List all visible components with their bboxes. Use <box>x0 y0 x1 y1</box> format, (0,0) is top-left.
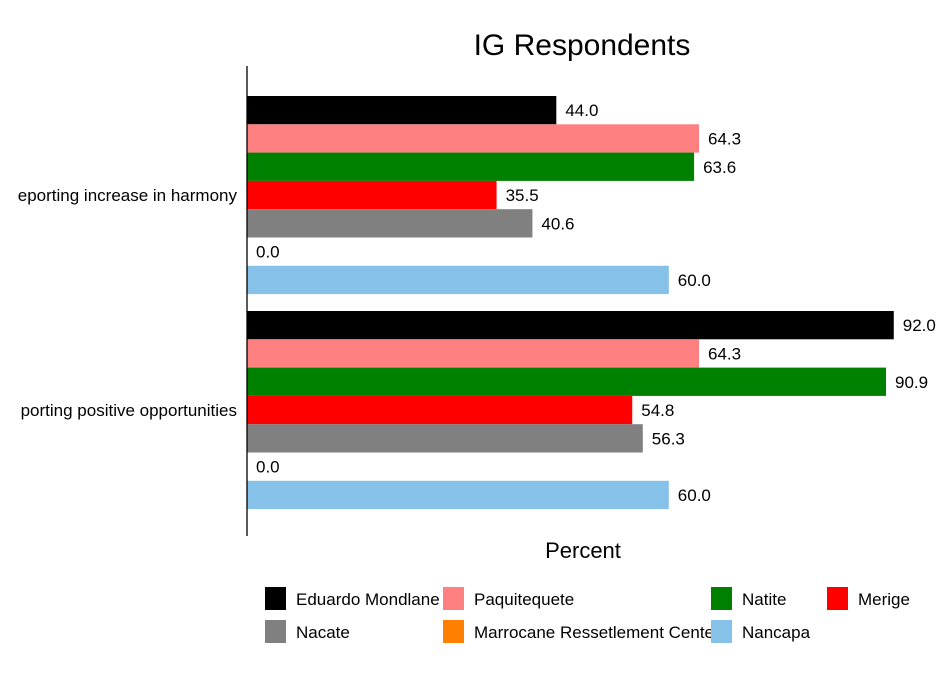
data-label: 35.5 <box>506 186 539 205</box>
legend-label: Nacate <box>296 623 350 642</box>
legend-swatch <box>265 620 286 643</box>
legend-swatch <box>265 587 286 610</box>
data-label: 60.0 <box>678 486 711 505</box>
legend-label: Paquitequete <box>474 590 574 609</box>
data-label: 0.0 <box>256 458 280 477</box>
bar <box>247 96 557 125</box>
data-label: 0.0 <box>256 243 280 262</box>
legend-swatch <box>443 587 464 610</box>
bars: 44.0 64.3 63.6 35.540.6 0.0 60.0 92.0 64.3 90.9 5… <box>247 96 936 510</box>
legend-swatch <box>711 587 732 610</box>
category-labels: eporting increase in harmony porting posi… <box>18 186 238 420</box>
data-label: 64.3 <box>708 129 741 148</box>
bar <box>247 424 643 453</box>
bar <box>247 180 497 210</box>
data-label: 54.8 <box>641 401 674 420</box>
bar <box>247 395 633 425</box>
data-label: 40.6 <box>541 214 574 233</box>
legend-label: Natite <box>742 590 786 609</box>
bar <box>247 265 669 295</box>
bar <box>247 209 533 238</box>
x-axis-label: Percent <box>545 538 621 563</box>
category-label: eporting increase in harmony <box>18 186 238 205</box>
legend-swatch <box>443 620 464 643</box>
bar <box>247 480 669 510</box>
bar <box>247 152 695 181</box>
data-label: 63.6 <box>703 158 736 177</box>
legend-label: Merige <box>858 590 910 609</box>
bar <box>247 367 887 396</box>
legend-swatch <box>827 587 848 610</box>
legend-label: Nancapa <box>742 623 811 642</box>
bar <box>247 124 700 153</box>
bar <box>247 311 894 340</box>
bar <box>247 339 700 368</box>
legend-label: Marrocane Ressetlement Cente <box>474 623 714 642</box>
data-label: 90.9 <box>895 373 928 392</box>
data-label: 92.0 <box>903 316 936 335</box>
chart-title: IG Respondents <box>474 29 691 62</box>
data-label: 56.3 <box>652 429 685 448</box>
data-label: 60.0 <box>678 271 711 290</box>
data-label: 44.0 <box>565 101 598 120</box>
legend: Eduardo Mondlane Paquitequete Natite Merige… <box>265 587 910 643</box>
data-label: 64.3 <box>708 344 741 363</box>
legend-swatch <box>711 620 732 643</box>
legend-label: Eduardo Mondlane <box>296 590 440 609</box>
category-label: porting positive opportunities <box>21 401 237 420</box>
